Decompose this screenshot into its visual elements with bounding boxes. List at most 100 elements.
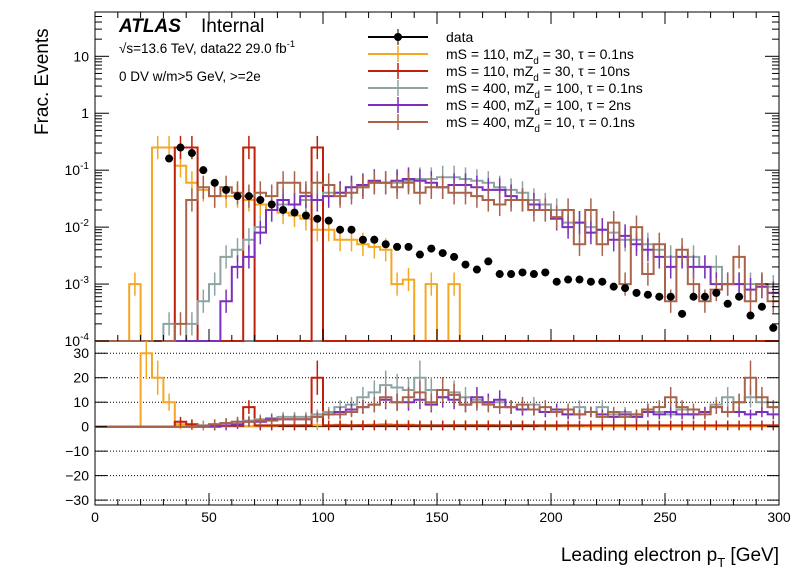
data-point-19 (370, 235, 379, 244)
data-point-47 (689, 292, 698, 301)
ratio-y-tick-label-2: 10 (73, 394, 89, 410)
x-tick-label-5: 250 (653, 509, 677, 525)
data-point-45 (666, 292, 675, 301)
top-series-4 (95, 178, 779, 342)
y-axis-title: Frac. Events (32, 28, 53, 135)
legend-label-4: mS = 400, mZd = 100, τ = 2ns (446, 97, 631, 118)
data-point-13 (301, 211, 310, 220)
data-point-41 (621, 284, 630, 293)
x-tick-label-1: 50 (201, 509, 217, 525)
x-ticks-group: 0 50 100 150 200 250 300 (91, 12, 791, 525)
data-point-36 (564, 275, 573, 284)
data-point-20 (381, 240, 390, 249)
data-point-5 (210, 178, 219, 187)
top-series-3 (95, 176, 779, 342)
y-tick-label-1: 1 (81, 105, 89, 121)
data-point-18 (358, 235, 367, 244)
data-point-48 (700, 292, 709, 301)
data-point-10 (267, 200, 276, 209)
x-tick-label-0: 0 (91, 509, 99, 525)
legend-label-0: data (446, 29, 473, 45)
data-point-31 (507, 270, 516, 279)
data-point-29 (484, 257, 493, 266)
data-point-43 (643, 290, 652, 299)
data-point-34 (541, 268, 550, 277)
lumi-exponent: -1 (287, 39, 295, 50)
y-tick-label-3: 10-2 (65, 218, 90, 235)
data-point-11 (279, 205, 288, 214)
atlas-label: ATLAS (118, 16, 181, 37)
bottom-panel-frame (94, 340, 780, 506)
data-point-3 (187, 149, 196, 158)
data-point-52 (746, 311, 755, 320)
data-point-22 (404, 242, 413, 251)
data-point-35 (552, 277, 561, 286)
legend-label-2: mS = 110, mZd = 30, τ = 10ns (446, 63, 630, 84)
data-point-1 (165, 154, 174, 163)
data-point-24 (427, 244, 436, 253)
data-point-40 (609, 282, 618, 291)
ratio-y-tick-label-1: 20 (73, 370, 89, 386)
data-point-44 (655, 292, 664, 301)
data-point-7 (233, 192, 242, 201)
status-label: Internal (201, 16, 264, 37)
data-point-4 (199, 166, 208, 175)
y-tick-label-5: 10-4 (65, 332, 90, 349)
data-point-9 (256, 195, 265, 204)
data-point-26 (450, 252, 459, 261)
y-tick-label-4: 10-3 (65, 275, 90, 292)
x-tick-label-3: 150 (425, 509, 449, 525)
ratio-y-tick-label-6: −30 (65, 492, 89, 508)
y-tick-label-0: 10 (73, 48, 89, 64)
data-point-16 (336, 225, 345, 234)
ratio-y-tick-label-5: −20 (65, 468, 89, 484)
data-point-28 (472, 265, 481, 274)
data-point-17 (347, 225, 356, 234)
x-axis-title-tail: [GeV] (725, 545, 779, 566)
selection-label: 0 DV w/m>5 GeV, >=2e (119, 69, 261, 84)
data-point-2 (176, 143, 185, 152)
data-point-32 (518, 268, 527, 277)
legend-label-1: mS = 110, mZd = 30, τ = 0.1ns (446, 46, 634, 67)
ratio-series-group (95, 341, 779, 431)
data-point-21 (393, 242, 402, 251)
legend-label-5: mS = 400, mZd = 10, τ = 0.1ns (446, 114, 635, 135)
data-point-15 (324, 216, 333, 225)
data-point-39 (598, 277, 607, 286)
x-axis-title: Leading electron pT [GeV] (561, 545, 779, 570)
data-point-51 (735, 292, 744, 301)
x-tick-label-4: 200 (539, 509, 563, 525)
data-point-54 (769, 323, 778, 332)
x-axis-title-sub: T (717, 555, 725, 570)
legend-marker (394, 33, 402, 41)
data-point-12 (290, 208, 299, 217)
data-point-49 (712, 288, 721, 297)
y-tick-label-2: 10-1 (65, 161, 90, 178)
data-point-23 (415, 250, 424, 259)
data-point-46 (678, 309, 687, 318)
x-tick-label-2: 100 (311, 509, 335, 525)
data-point-25 (438, 249, 447, 258)
top-ticks-group: 10 1 10-1 10-2 10-3 10-4 (65, 11, 779, 349)
legend-label-3: mS = 400, mZd = 100, τ = 0.1ns (446, 80, 643, 101)
data-point-33 (529, 270, 538, 279)
x-tick-label-6: 300 (767, 509, 791, 525)
data-point-50 (723, 299, 732, 308)
energy-text: √s=13.6 TeV, data22 29.0 fb (119, 41, 287, 56)
data-points-group (153, 143, 778, 342)
data-point-6 (222, 185, 231, 194)
energy-label: √s=13.6 TeV, data22 29.0 fb-1 (119, 39, 295, 56)
data-point-8 (244, 192, 253, 201)
ratio-ticks-group: 30 20 10 0 −10 −20 −30 (65, 345, 779, 508)
data-point-30 (495, 270, 504, 279)
ratio-y-tick-label-3: 0 (81, 419, 89, 435)
data-point-37 (575, 275, 584, 284)
x-axis-title-main: Leading electron p (561, 545, 717, 566)
ratio-y-tick-label-0: 30 (73, 345, 89, 361)
data-point-27 (461, 260, 470, 269)
ratio-y-tick-label-4: −10 (65, 443, 89, 459)
data-point-38 (586, 277, 595, 286)
